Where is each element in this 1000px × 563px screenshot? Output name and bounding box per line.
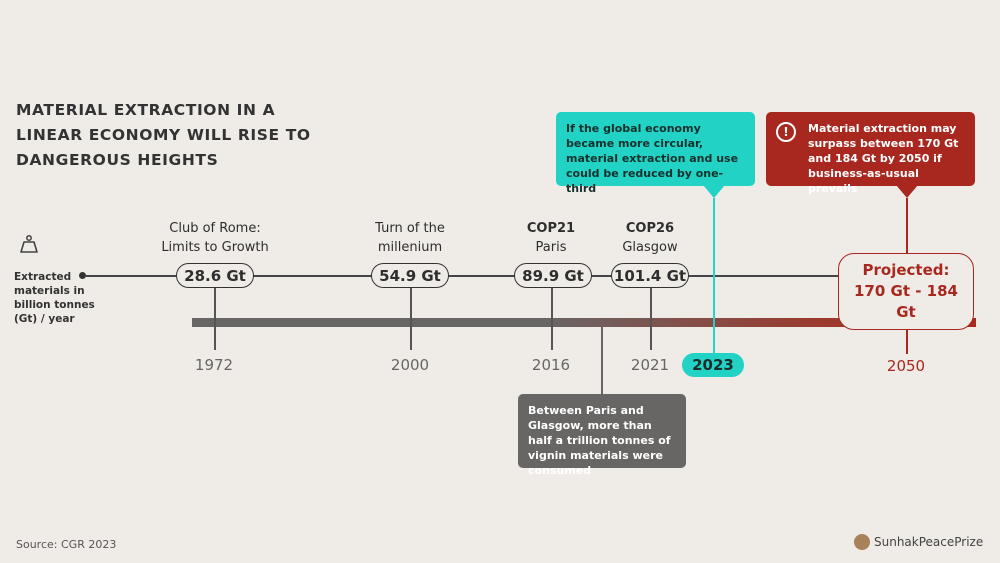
value-pill-2016: 89.9 Gt: [514, 263, 592, 288]
callout-circular-economy: If the global economy became more circul…: [556, 112, 755, 195]
page-title: MATERIAL EXTRACTION IN A LINEAR ECONOMY …: [16, 101, 311, 169]
event-cop21: COP21 Paris: [526, 221, 576, 255]
value-pill-1972: 28.6 Gt: [176, 263, 254, 288]
year-2021: 2021: [630, 356, 670, 374]
year-2050: 2050: [886, 357, 926, 375]
event-turn-of-millenium: Turn of the millenium: [375, 221, 445, 255]
sunhak-logo-icon: [854, 534, 870, 550]
connector-2023: [713, 198, 715, 354]
connector-2021: [650, 288, 652, 350]
year-2000: 2000: [390, 356, 430, 374]
timeline-bar: [192, 318, 976, 327]
y-axis-label: Extracted materials in billion tonnes (G…: [14, 271, 95, 325]
connector-2016: [551, 288, 553, 350]
brand: SunhakPeacePrize: [854, 534, 983, 550]
callout-pointer-red: [896, 185, 918, 198]
projection-badge: Projected: 170 Gt - 184 Gt: [838, 253, 974, 330]
weight-icon: [20, 235, 38, 253]
year-2023-badge: 2023: [682, 353, 744, 377]
value-pill-2021: 101.4 Gt: [611, 263, 689, 288]
callout-consumed: Between Paris and Glasgow, more than hal…: [518, 394, 686, 477]
brand-name: SunhakPeacePrize: [874, 535, 984, 549]
connector-1972: [214, 288, 216, 350]
connector-2000: [410, 288, 412, 350]
value-line: [86, 275, 846, 277]
callout-pointer-teal: [703, 185, 725, 198]
axis-start-dot: [79, 272, 86, 279]
value-pill-2000: 54.9 Gt: [371, 263, 449, 288]
year-1972: 1972: [194, 356, 234, 374]
connector-consumed: [601, 327, 603, 395]
year-2016: 2016: [531, 356, 571, 374]
event-club-of-rome: Club of Rome: Limits to Growth: [161, 221, 269, 255]
source-note: Source: CGR 2023: [16, 538, 117, 551]
event-cop26: COP26 Glasgow: [622, 221, 678, 255]
connector-surpass: [906, 198, 908, 254]
callout-surpass: ! Material extraction may surpass betwee…: [766, 112, 975, 195]
exclamation-icon: !: [776, 122, 796, 142]
